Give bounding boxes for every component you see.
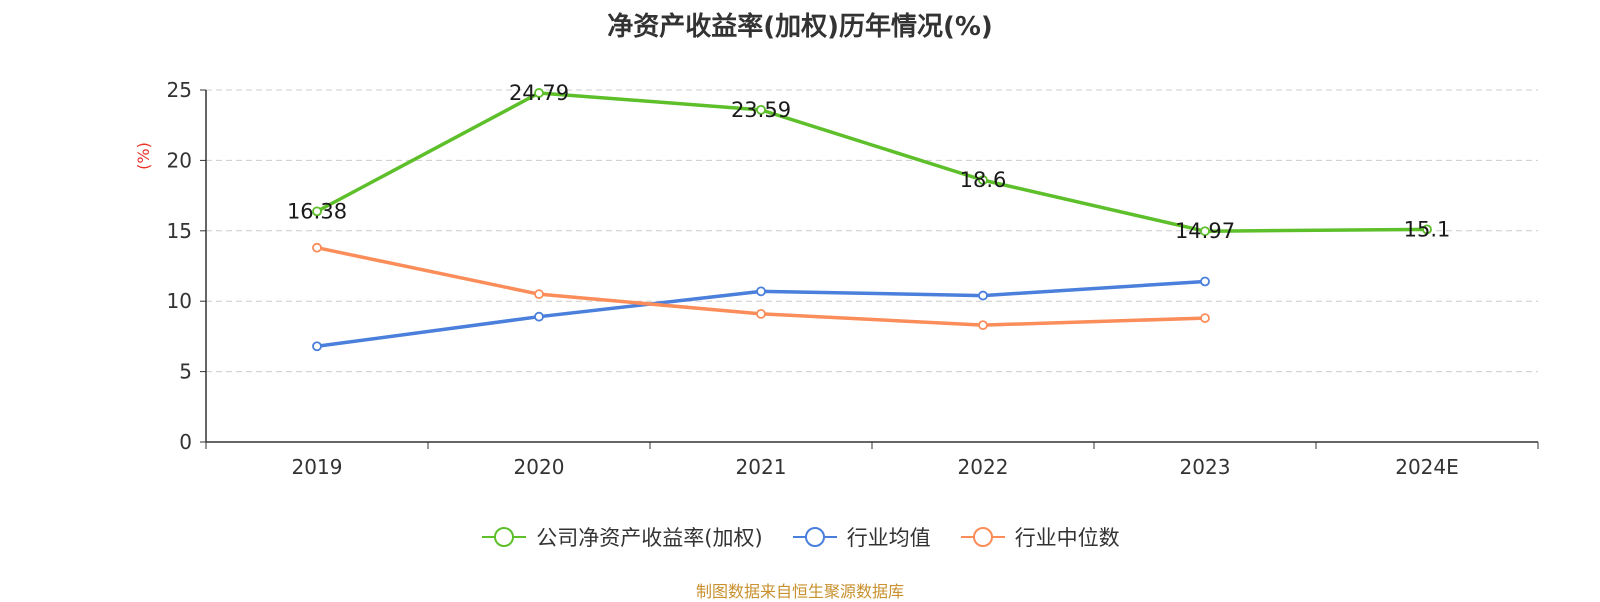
source-note: 制图数据来自恒生聚源数据库 [695, 582, 904, 601]
data-point [978, 290, 988, 301]
y-tick-label: 10 [167, 289, 192, 313]
data-label: 14.97 [1175, 219, 1235, 243]
data-label: 18.6 [960, 168, 1007, 192]
y-tick-label: 0 [179, 430, 192, 454]
legend-item-company[interactable]: 公司净资产收益率(加权) [480, 522, 763, 552]
data-point [978, 175, 988, 186]
y-axis-label: (%) [134, 142, 153, 170]
series-line [316, 91, 1428, 233]
legend: 公司净资产收益率(加权) 行业均值 行业中位数 [0, 522, 1600, 552]
data-point [1422, 224, 1432, 235]
data-point [1200, 276, 1210, 287]
legend-label: 公司净资产收益率(加权) [536, 526, 763, 550]
y-tick-label: 20 [167, 148, 192, 172]
data-label: 24.79 [509, 81, 569, 105]
y-tick-label: 15 [167, 219, 192, 243]
data-label: 23.59 [731, 98, 791, 122]
data-point [312, 242, 322, 253]
y-tick-label: 5 [179, 360, 192, 384]
data-label: 15.1 [1404, 217, 1451, 241]
data-point [312, 341, 322, 352]
x-tick-label: 2021 [736, 455, 787, 479]
data-point [312, 206, 322, 217]
data-label: 16.38 [287, 199, 347, 223]
x-tick-label: 2022 [958, 455, 1009, 479]
legend-label: 行业中位数 [1014, 526, 1120, 550]
x-tick-label: 2020 [514, 455, 565, 479]
data-point [1200, 313, 1210, 323]
legend-item-industry-mean[interactable]: 行业均值 [791, 522, 931, 552]
y-tick-label: 25 [167, 78, 192, 102]
x-tick-label: 2019 [292, 455, 343, 479]
legend-line-circle-icon [792, 527, 837, 547]
data-point [534, 88, 544, 98]
data-point [978, 320, 988, 331]
data-point [1200, 226, 1210, 237]
data-point [534, 311, 544, 322]
x-tick-label: 2024E [1395, 455, 1459, 479]
legend-line-circle-icon [960, 527, 1005, 547]
legend-label: 行业均值 [846, 526, 931, 550]
chart-title: 净资产收益率(加权)历年情况(%) [607, 12, 993, 42]
data-point [756, 286, 766, 297]
legend-line-circle-icon [482, 527, 527, 547]
data-point [534, 289, 544, 300]
legend-item-industry-median[interactable]: 行业中位数 [959, 522, 1120, 552]
data-point [756, 308, 766, 319]
data-point [756, 104, 766, 115]
x-tick-label: 2023 [1180, 455, 1231, 479]
